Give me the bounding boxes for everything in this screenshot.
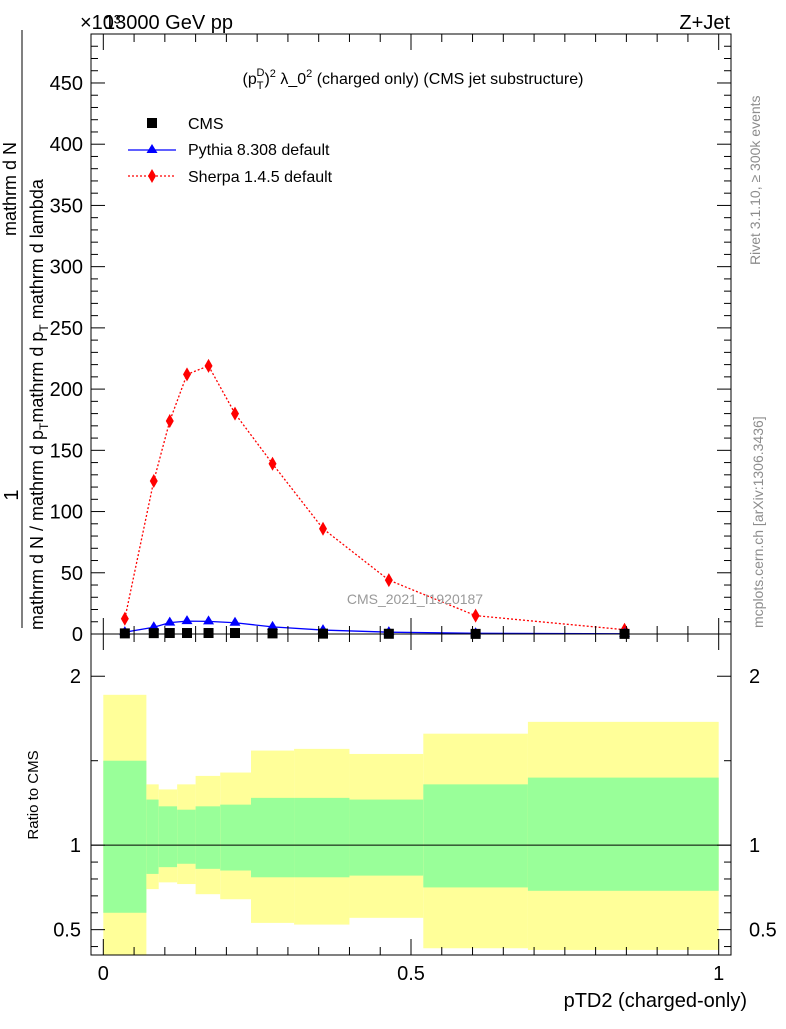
sherpa-point	[120, 611, 129, 626]
ratio-inner-band-8	[349, 799, 424, 876]
sherpa-point	[268, 456, 277, 471]
ylabel-numerator: mathrm d N	[0, 142, 20, 236]
ylabel-one: 1	[1, 489, 23, 500]
ylabel-den-sub2: T	[37, 324, 51, 332]
sherpa-point	[319, 521, 327, 536]
sherpa-point	[231, 406, 239, 421]
sherpa-point	[165, 413, 174, 428]
main-axes: 0 50 100 150 200 250 300 350 400 450	[50, 34, 731, 646]
axis-exponent: ×10³	[80, 12, 121, 34]
ratio-axes: 0.5 0.5 1 1 2 2	[53, 634, 777, 955]
main-ytick-label-4: 200	[50, 379, 83, 401]
cms-point	[182, 628, 192, 639]
main-ytick-label-1: 50	[61, 563, 83, 585]
legend-sherpa-label: Sherpa 1.4.5 default	[188, 169, 333, 186]
main-ytick-label-9: 450	[50, 73, 83, 95]
ylabel-den-b: mathrm d p	[27, 332, 47, 423]
sherpa-point	[183, 367, 191, 382]
title-sub: T	[257, 80, 264, 92]
ratio-inner-band-4	[195, 806, 221, 869]
pythia-point	[148, 621, 160, 631]
ratio-ytick-label-right-1: 1	[749, 835, 760, 857]
pythia-point	[203, 615, 215, 625]
main-ytick-label-3: 150	[50, 440, 83, 462]
ratio-panel: 0.5 0.5 1 1 2 2 Ratio to CMS	[25, 633, 777, 956]
ylabel-den-c: mathrm d lambda	[27, 178, 47, 324]
pythia-point	[229, 616, 241, 626]
title-sq2: 2	[306, 68, 312, 80]
x-tick-label-2: 1	[713, 963, 724, 985]
main-ylabel: 1 mathrm d N / mathrm d pTmathrm d pT ma…	[0, 30, 51, 630]
ylabel-denominator: mathrm d N / mathrm d pTmathrm d pT math…	[27, 178, 51, 630]
x-tick-labels: 0 0.5 1	[98, 963, 725, 985]
ratio-inner-band-7	[294, 797, 350, 878]
cms-point	[119, 628, 130, 639]
legend: CMS Pythia 8.308 default Sherpa 1.4.5 de…	[128, 116, 333, 186]
legend-pythia-label: Pythia 8.308 default	[188, 142, 330, 159]
ratio-ytick-label-left-0: 0.5	[53, 920, 81, 942]
ylabel-den-sub1: T	[37, 422, 51, 430]
title-close: )	[264, 71, 269, 88]
legend-cms-marker	[147, 118, 157, 128]
ratio-inner-band-9	[423, 784, 528, 888]
pythia-point	[181, 615, 193, 625]
ratio-ytick-label-right-2: 2	[749, 666, 760, 688]
ratio-inner-band-10	[527, 777, 719, 891]
cms-point	[267, 628, 278, 639]
ratio-inner-band-5	[220, 804, 251, 871]
title-sq: 2	[270, 68, 276, 80]
main-ytick-label-5: 250	[50, 318, 83, 340]
pythia-point	[267, 620, 279, 630]
title-rest: (charged only) (CMS jet substructure)	[312, 71, 583, 88]
ratio-inner-band-6	[251, 797, 295, 878]
legend-pythia-marker	[146, 144, 158, 153]
title-p: (p	[243, 71, 257, 88]
cms-point	[148, 628, 159, 639]
rivet-version-label: Rivet 3.1.10, ≥ 300k events	[747, 95, 763, 265]
ratio-ytick-label-left-2: 2	[70, 666, 81, 688]
ratio-ytick-label-left-1: 1	[70, 835, 81, 857]
sherpa-point	[384, 573, 393, 588]
mcplots-label: mcplots.cern.ch [arXiv:1306.3436]	[750, 416, 766, 628]
plot-title: (pTD)2 λ_02 (charged only) (CMS jet subs…	[243, 67, 584, 92]
ratio-inner-band-0	[103, 760, 147, 913]
ratio-inner-band-3	[177, 809, 196, 864]
ratio-ylabel: Ratio to CMS	[25, 750, 42, 839]
cms-point	[230, 628, 240, 639]
main-ytick-label-6: 300	[50, 257, 83, 279]
main-ytick-label-2: 100	[50, 502, 83, 524]
title-sup: D	[256, 67, 264, 79]
x-tick-label-0: 0	[98, 963, 109, 985]
title-lambda: λ_0	[276, 71, 306, 88]
main-ytick-label-7: 350	[50, 195, 83, 217]
main-ytick-label-0: 0	[72, 624, 83, 646]
x-axis-label: pTD2 (charged-only)	[564, 990, 747, 1012]
sherpa-point	[204, 358, 213, 373]
ratio-inner-band-1	[146, 799, 159, 874]
cms-point	[164, 628, 175, 639]
ylabel-den-a: mathrm d N / mathrm d p	[27, 430, 47, 630]
sherpa-point	[149, 473, 158, 488]
cms-point	[203, 628, 214, 639]
ratio-bands	[103, 694, 719, 955]
legend-cms-label: CMS	[188, 116, 224, 133]
x-tick-label-1: 0.5	[397, 963, 425, 985]
main-ytick-label-8: 400	[50, 134, 83, 156]
pythia-point	[164, 616, 176, 626]
sherpa-line	[124, 365, 625, 631]
energy-label: 13000 GeV pp	[104, 12, 233, 34]
ratio-ytick-label-right-0: 0.5	[749, 920, 777, 942]
sherpa-point	[471, 608, 480, 623]
ratio-inner-band-2	[158, 806, 178, 868]
process-label: Z+Jet	[679, 12, 730, 34]
analysis-watermark: CMS_2021_I1920187	[347, 591, 483, 607]
legend-sherpa-marker	[148, 169, 156, 183]
